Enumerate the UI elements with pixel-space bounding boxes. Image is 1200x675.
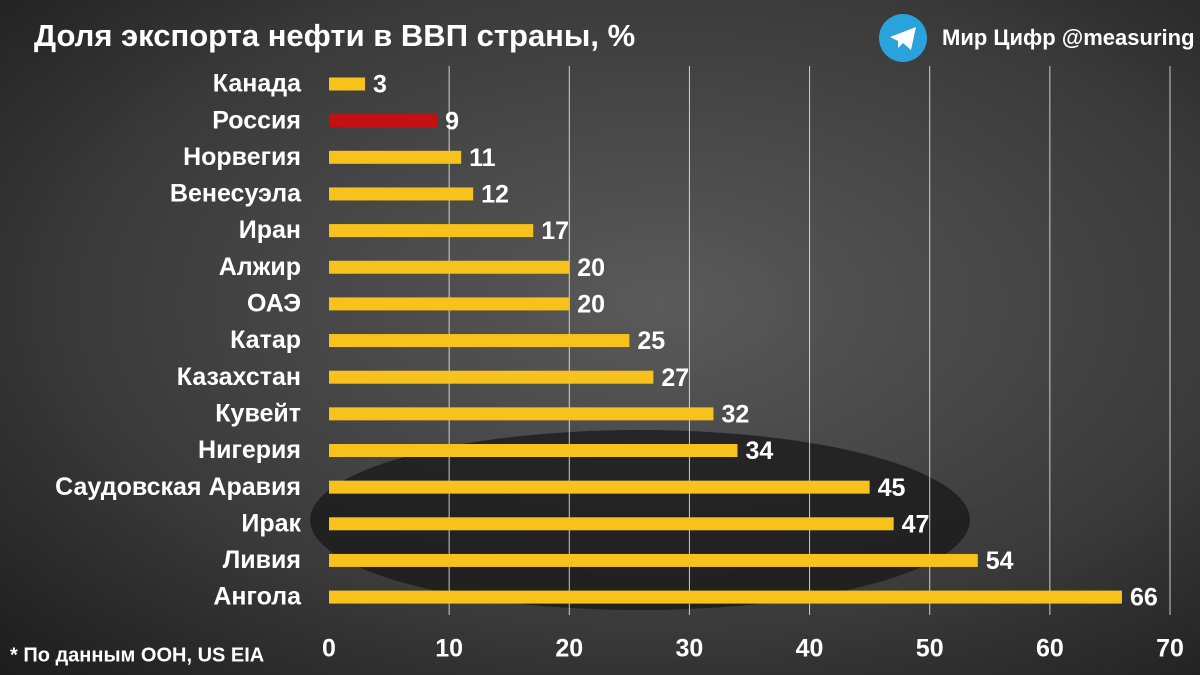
value-label: 17 [541, 217, 569, 245]
bar [329, 590, 1122, 604]
bar [329, 517, 894, 531]
bar [329, 553, 978, 567]
x-tick-label: 20 [555, 635, 583, 663]
y-tick-label: Ангола [213, 583, 302, 611]
value-label: 20 [577, 291, 605, 319]
value-label: 66 [1130, 584, 1158, 612]
y-tick-label: Нигерия [198, 436, 301, 464]
value-label: 11 [469, 144, 496, 172]
bar [329, 480, 870, 494]
bar [329, 407, 714, 421]
y-tick-label: Венесуэла [170, 180, 302, 208]
value-label: 47 [902, 510, 930, 538]
bar [329, 114, 438, 128]
y-tick-label: Иран [239, 216, 301, 244]
y-tick-label: Казахстан [177, 363, 301, 391]
value-label: 27 [661, 364, 689, 392]
y-tick-label: ОАЭ [247, 290, 301, 318]
y-tick-label: Саудовская Аравия [55, 473, 301, 501]
y-tick-label: Кувейт [215, 399, 301, 427]
y-tick-label: Россия [212, 106, 301, 134]
y-tick-label: Канада [213, 70, 302, 98]
bar [329, 77, 366, 91]
x-tick-label: 40 [796, 635, 824, 663]
bar [329, 297, 570, 311]
bar [329, 444, 738, 457]
value-label: 45 [878, 474, 906, 502]
value-label: 32 [721, 400, 749, 428]
value-label: 12 [481, 181, 509, 209]
source: Мир Цифр @measuring [942, 25, 1195, 50]
y-tick-label: Катар [230, 326, 301, 354]
y-tick-label: Норвегия [183, 143, 301, 171]
y-tick-label: Алжир [219, 253, 301, 281]
bar [329, 370, 654, 384]
bar [329, 224, 534, 238]
bar [329, 150, 462, 164]
y-tick-label: Ливия [223, 546, 301, 574]
value-label: 54 [986, 547, 1014, 575]
x-tick-label: 0 [322, 635, 336, 663]
value-label: 25 [637, 327, 665, 355]
value-label: 20 [577, 254, 605, 282]
value-label: 9 [445, 107, 459, 135]
x-tick-label: 10 [435, 635, 463, 663]
value-label: 3 [373, 71, 387, 99]
chart-title: Доля экспорта нефти в ВВП страны, % [34, 18, 635, 53]
value-label: 34 [745, 437, 773, 465]
x-tick-label: 60 [1036, 635, 1064, 663]
bar [329, 334, 630, 348]
bar [329, 260, 570, 274]
x-tick-label: 30 [676, 635, 704, 663]
y-tick-label: Ирак [241, 509, 301, 537]
bar [329, 187, 474, 201]
x-tick-label: 50 [916, 635, 944, 663]
telegram-icon [879, 14, 927, 62]
footnote: * По данным ООН, US EIA [10, 644, 264, 666]
x-tick-label: 70 [1156, 635, 1184, 663]
